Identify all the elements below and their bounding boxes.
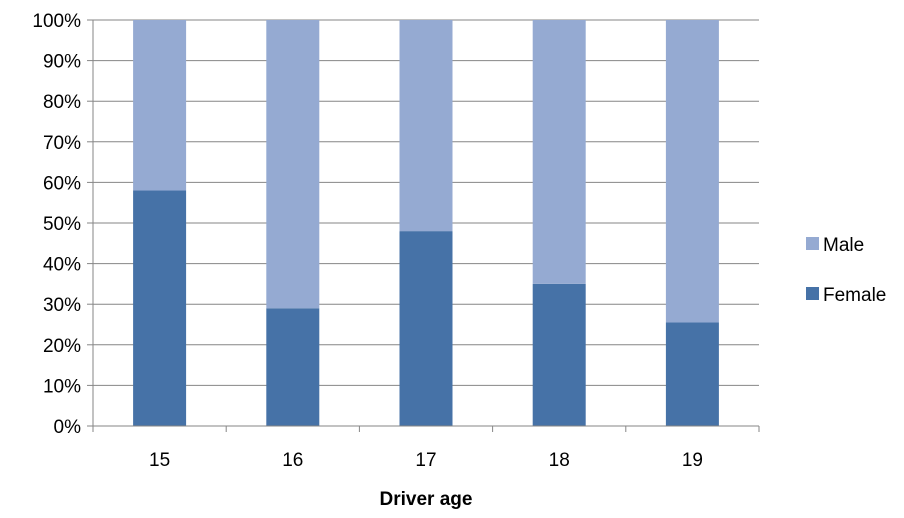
y-tick-labels: 0% 10% 20% 30% 40% 50% 60% 70% 80% 90% 100% [32, 11, 81, 438]
bar-female-19 [665, 322, 719, 426]
x-tick-label: 19 [682, 450, 703, 471]
legend-swatch-male [806, 237, 819, 250]
bar-male-15 [133, 20, 187, 191]
bar-female-16 [266, 308, 320, 426]
x-tick-label: 16 [282, 450, 303, 471]
y-tick-label: 80% [43, 92, 81, 113]
y-tick-label: 70% [43, 133, 81, 154]
bar-female-17 [399, 231, 453, 426]
y-tick-label: 100% [32, 11, 81, 32]
bar-male-18 [532, 20, 586, 284]
y-tick-label: 40% [43, 255, 81, 276]
y-tick-label: 20% [43, 336, 81, 357]
legend-swatch-female [806, 287, 819, 300]
x-tick-label: 17 [415, 450, 436, 471]
legend-label-male: Male [823, 235, 864, 256]
legend: Male Female [806, 235, 886, 306]
y-tick-label: 50% [43, 214, 81, 235]
legend-label-female: Female [823, 285, 886, 306]
y-tick-label: 0% [54, 417, 82, 438]
bar-male-19 [665, 20, 719, 323]
y-tick-label: 10% [43, 376, 81, 397]
bars [133, 20, 719, 426]
bar-female-18 [532, 283, 586, 426]
x-tick-label: 18 [549, 450, 570, 471]
y-tick-label: 30% [43, 295, 81, 316]
y-tick-label: 60% [43, 173, 81, 194]
y-tick-label: 90% [43, 52, 81, 73]
bar-male-16 [266, 20, 320, 309]
x-tick-label: 15 [149, 450, 170, 471]
bar-female-15 [133, 190, 187, 426]
x-tick-labels: 15 16 17 18 19 [149, 450, 703, 471]
axes [87, 19, 760, 432]
x-axis-title: Driver age [380, 489, 473, 510]
bar-male-17 [399, 20, 453, 232]
